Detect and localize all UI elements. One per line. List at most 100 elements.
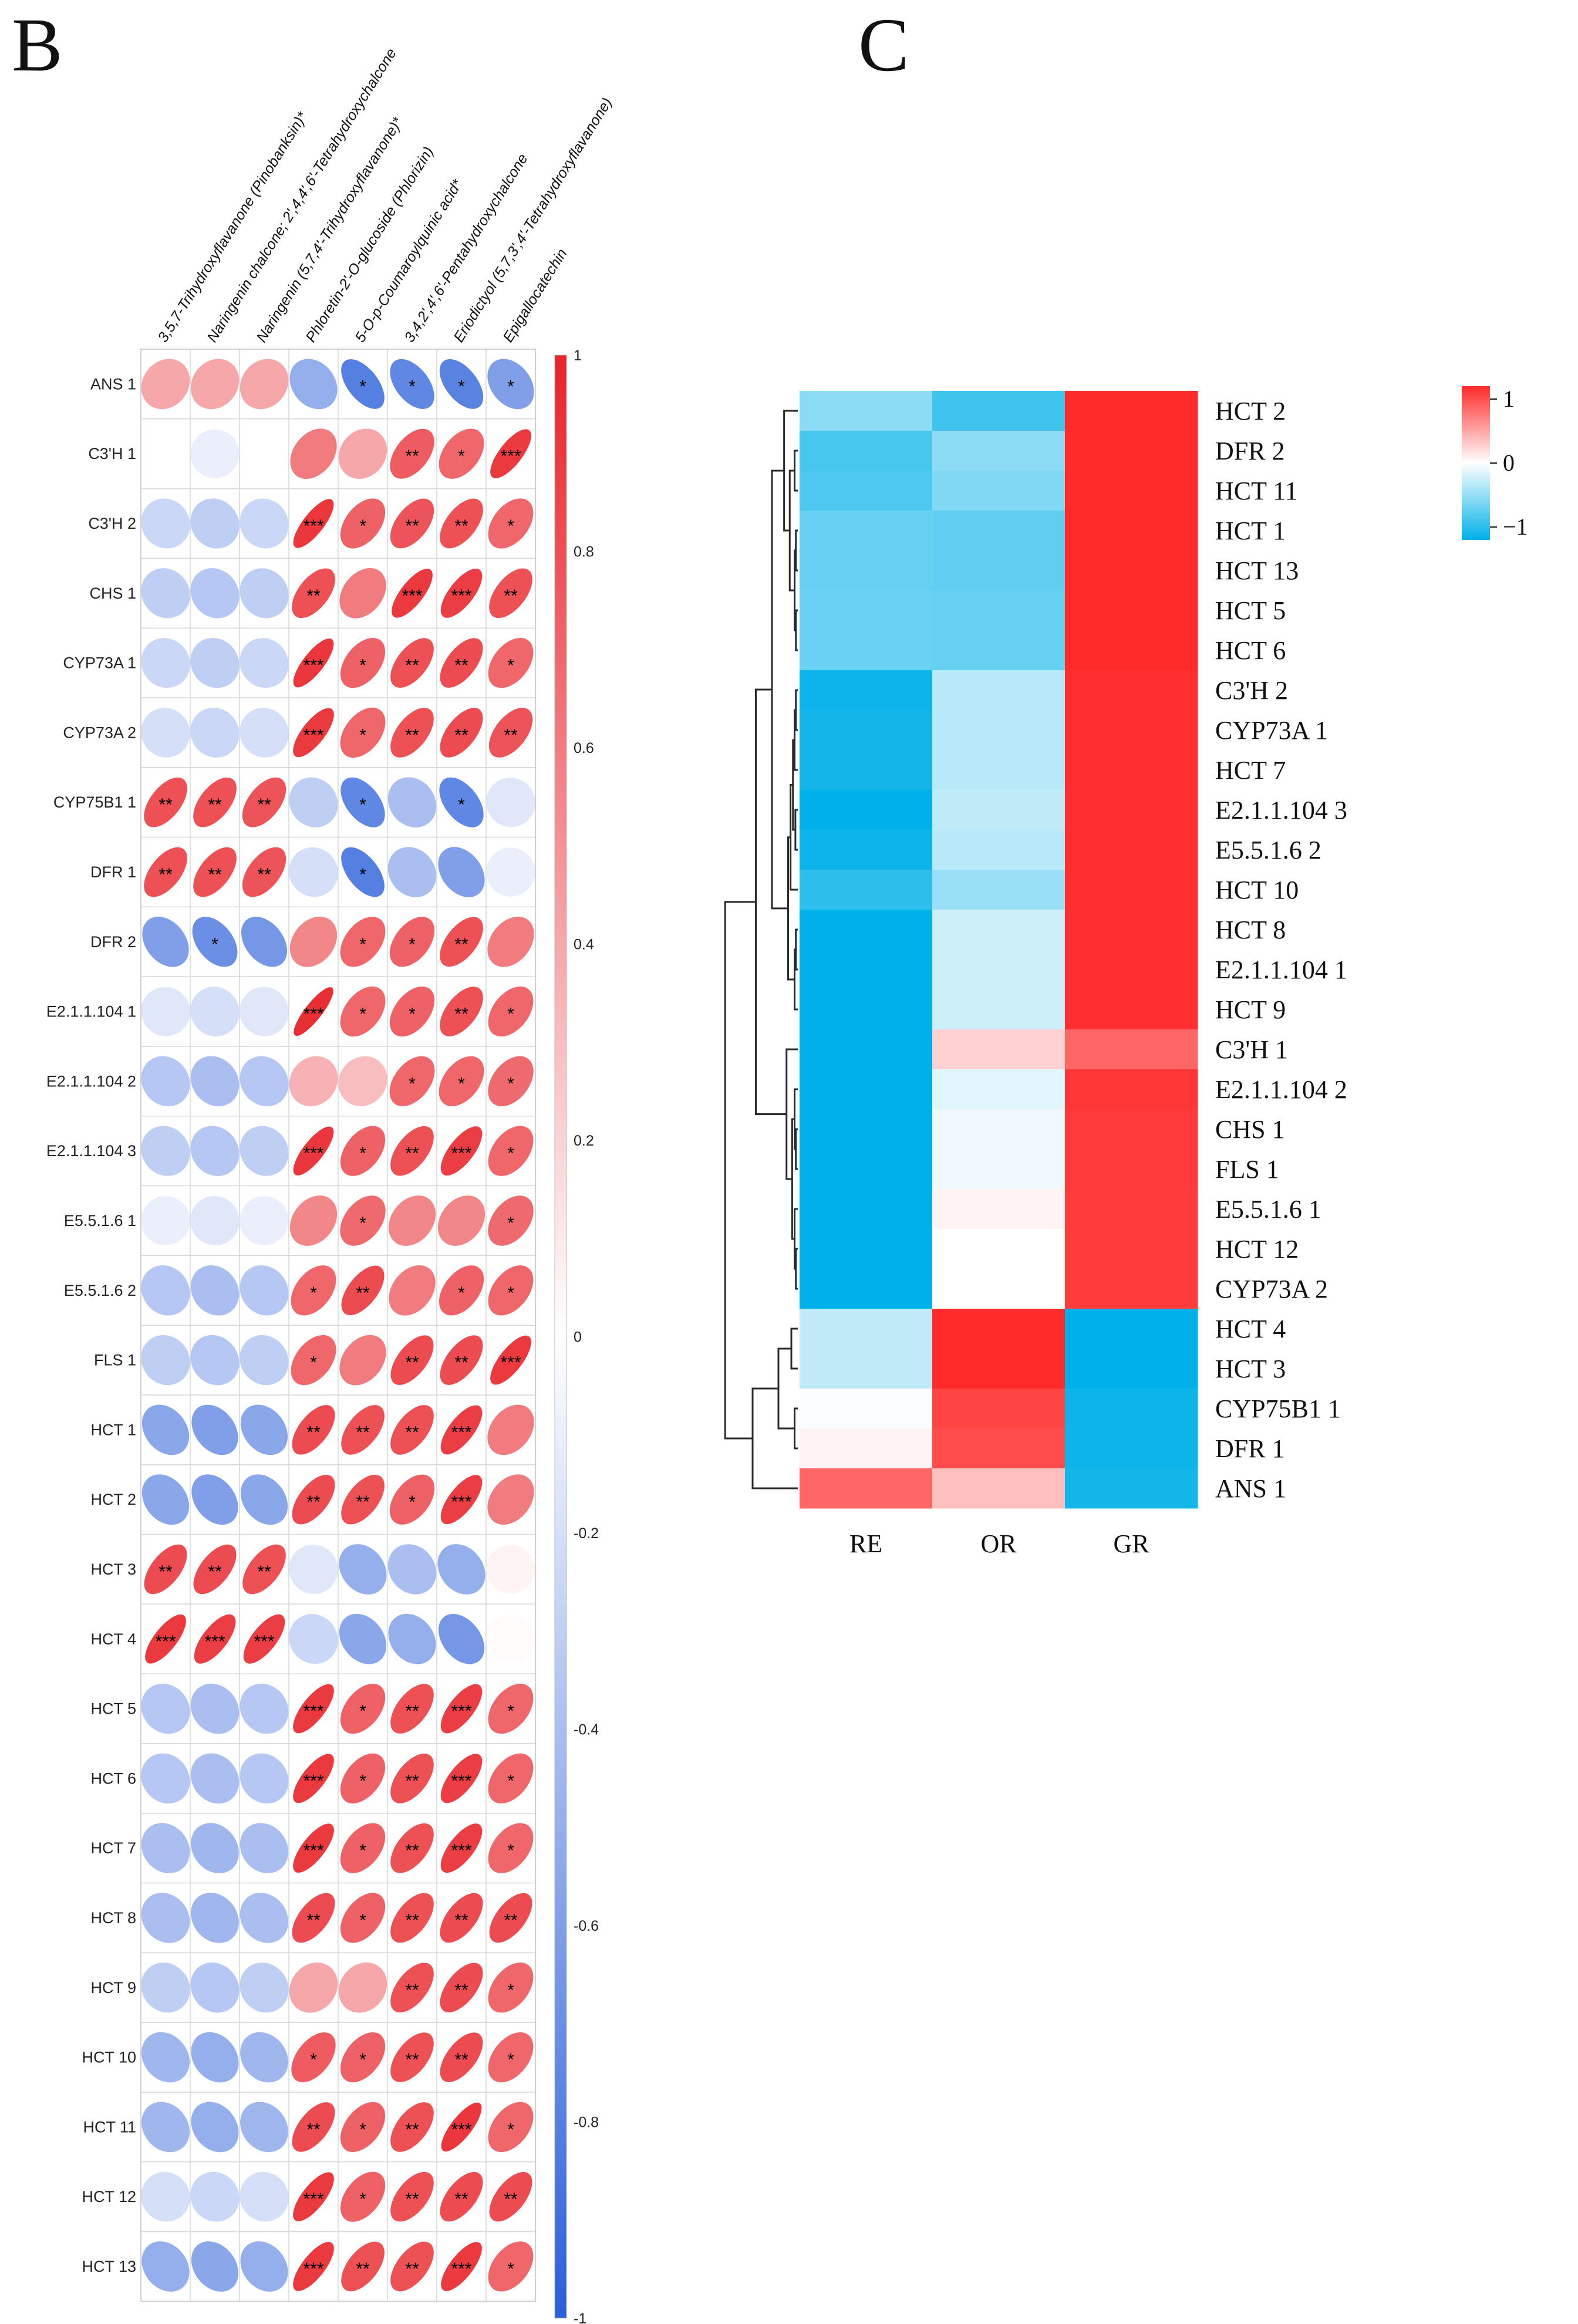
correlation-row-label: HCT 12	[82, 2188, 136, 2205]
significance-mark: **	[454, 1981, 468, 2000]
expression-cell	[932, 590, 1066, 631]
correlation-ellipse	[437, 1544, 485, 1595]
correlation-ellipse	[339, 1335, 386, 1386]
significance-mark: *	[359, 1841, 366, 1860]
significance-mark: ***	[303, 656, 323, 675]
correlation-ellipse	[340, 707, 386, 758]
correlation-ellipse	[390, 359, 434, 409]
correlation-ellipse	[390, 1893, 434, 1943]
expression-cell	[1065, 830, 1198, 870]
expression-cell	[1065, 1109, 1198, 1150]
correlation-ellipse	[439, 777, 484, 827]
expression-cell	[1065, 1149, 1198, 1190]
expression-row-label: DFR 2	[1215, 437, 1285, 465]
correlation-ellipse	[340, 2102, 386, 2152]
correlation-ellipse	[341, 1474, 385, 1525]
correlation-ellipse	[390, 2171, 434, 2222]
correlation-ellipse	[289, 777, 338, 827]
expression-cell	[800, 1109, 933, 1150]
correlation-ellipse	[488, 1823, 534, 1873]
expression-colorbar-tick: 1	[1503, 386, 1515, 412]
expression-cell	[800, 1229, 933, 1269]
significance-mark: *	[507, 1841, 514, 1860]
correlation-ellipse	[141, 1474, 190, 1525]
expression-cell	[800, 1269, 933, 1309]
correlation-ellipse	[340, 498, 386, 549]
correlation-ellipse	[488, 1265, 534, 1316]
significance-mark: *	[458, 447, 465, 466]
correlation-ellipse	[192, 917, 238, 967]
expression-cell	[1065, 431, 1198, 471]
expression-cell	[932, 511, 1066, 551]
significance-mark: ***	[303, 1005, 323, 1024]
correlation-ellipse	[488, 637, 534, 688]
correlation-ellipse	[439, 1265, 484, 1316]
expression-row-label: HCT 11	[1215, 477, 1298, 505]
significance-mark: **	[504, 2190, 518, 2209]
correlation-ellipse	[240, 1893, 289, 1943]
correlation-ellipse	[389, 1056, 435, 1107]
correlation-ellipse	[440, 708, 483, 758]
correlation-ellipse	[340, 1753, 386, 1803]
correlation-ellipse	[488, 2241, 534, 2292]
expression-cell	[1065, 1029, 1198, 1070]
significance-mark: *	[409, 1005, 416, 1024]
correlation-colorbar-tick: 0.4	[574, 937, 594, 953]
expression-colorbar-scale	[1462, 386, 1490, 540]
expression-row-label: HCT 2	[1215, 397, 1286, 425]
correlation-ellipse	[488, 1195, 534, 1246]
correlation-ellipse	[193, 777, 237, 827]
correlation-ellipse	[488, 708, 533, 758]
expression-cell	[800, 590, 933, 631]
correlation-ellipse	[440, 917, 483, 967]
correlation-ellipse	[141, 2241, 190, 2292]
correlation-ellipse	[390, 1823, 434, 1873]
expression-cell	[1065, 590, 1198, 631]
significance-mark: **	[504, 725, 518, 745]
expression-cell	[800, 750, 933, 791]
significance-mark: **	[208, 1562, 222, 1582]
correlation-ellipse	[487, 1474, 534, 1525]
expression-row-label: HCT 12	[1215, 1235, 1299, 1264]
correlation-ellipse	[440, 1126, 483, 1176]
expression-cell	[1065, 910, 1198, 950]
correlation-ellipse	[341, 1265, 385, 1316]
correlation-ellipse	[240, 1404, 288, 1455]
significance-mark: *	[359, 516, 366, 536]
correlation-ellipse	[141, 987, 190, 1036]
expression-cell	[932, 1269, 1066, 1309]
significance-mark: ***	[254, 1632, 274, 1651]
correlation-ellipse	[441, 2242, 482, 2291]
correlation-ellipse	[340, 2032, 386, 2083]
significance-mark: **	[257, 865, 271, 884]
correlation-ellipse	[390, 428, 434, 479]
expression-row-label: E5.5.1.6 1	[1215, 1195, 1321, 1224]
expression-cell	[932, 750, 1066, 791]
significance-mark: *	[359, 1911, 366, 1930]
correlation-ellipse	[340, 1893, 386, 1943]
correlation-ellipse	[190, 1056, 240, 1107]
significance-mark: ***	[451, 2120, 471, 2139]
significance-mark: *	[359, 1005, 366, 1024]
expression-cell	[1065, 1349, 1198, 1389]
expression-cell	[800, 670, 933, 711]
expression-cell	[932, 1029, 1066, 1070]
correlation-colorbar-tick: 0.8	[574, 544, 594, 560]
expression-cell	[1065, 670, 1198, 711]
correlation-ellipse	[240, 1196, 289, 1245]
expression-cell	[800, 1149, 933, 1190]
significance-mark: **	[454, 2190, 468, 2209]
correlation-ellipse	[293, 1754, 334, 1803]
expression-cell	[932, 1468, 1066, 1509]
correlation-ellipse	[243, 1614, 285, 1664]
significance-mark: *	[310, 2051, 317, 2070]
significance-mark: *	[507, 1981, 514, 2000]
significance-mark: *	[409, 1074, 416, 1093]
correlation-ellipse	[291, 1265, 336, 1316]
expression-cell	[1065, 391, 1198, 431]
panel-c-letter: C	[858, 3, 909, 87]
significance-mark: *	[507, 1005, 514, 1024]
significance-mark: *	[507, 1074, 514, 1093]
correlation-ellipse	[191, 1474, 238, 1525]
